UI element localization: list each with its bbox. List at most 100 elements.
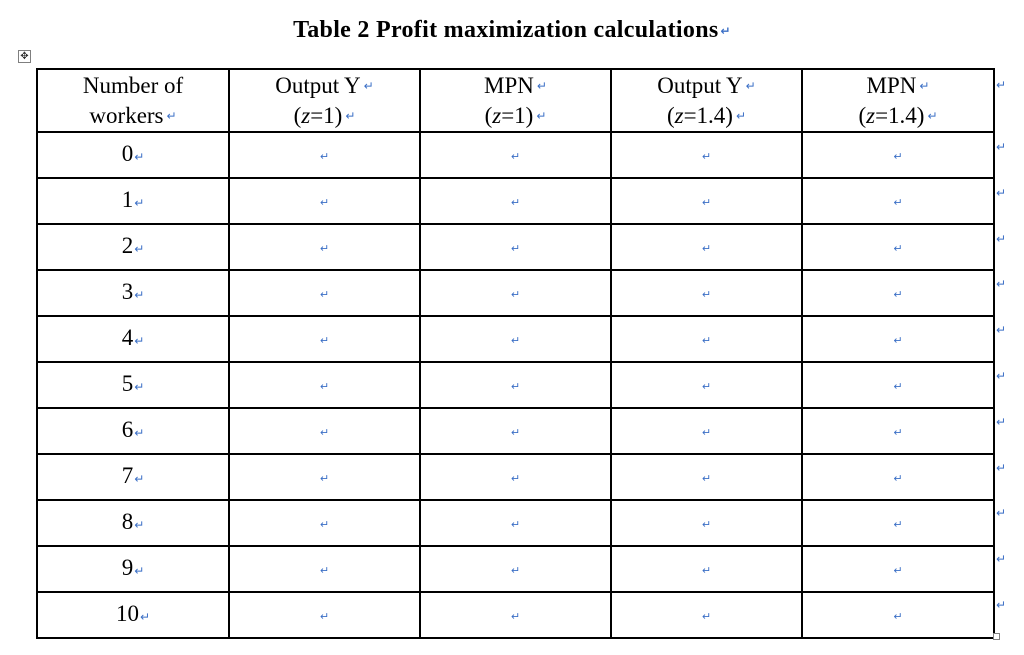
cell-mpn-z1-4[interactable]: ↵: [801, 269, 995, 317]
header-row: Number of workers ↵ Output Y ↵ (z=1) ↵ MPN ↵…: [36, 68, 995, 133]
cell-mpn-z1-4[interactable]: ↵: [801, 361, 995, 409]
paragraph-mark-icon: ↵: [735, 108, 747, 123]
row-end-mark-icon: ↵: [996, 140, 1007, 154]
cell-number-of-workers[interactable]: 6↵: [36, 407, 230, 455]
paragraph-mark-icon: ↵: [510, 472, 521, 485]
header-mpn-z1-4[interactable]: MPN ↵ (z=1.4) ↵: [801, 68, 995, 133]
cell-mpn-z1-4[interactable]: ↵: [801, 407, 995, 455]
table-resize-handle-icon[interactable]: [993, 633, 1000, 640]
cell-number-of-workers[interactable]: 1↵: [36, 177, 230, 225]
cell-output-z1[interactable]: ↵: [228, 269, 421, 317]
cell-output-z1[interactable]: ↵: [228, 315, 421, 363]
cell-mpn-z1-4[interactable]: ↵: [801, 131, 995, 179]
paragraph-mark-icon: ↵: [893, 380, 903, 393]
table-caption: Table 2 Profit maximization calculations…: [0, 17, 1024, 44]
table-move-handle-icon[interactable]: ✥: [18, 50, 31, 63]
cell-number-of-workers[interactable]: 3↵: [36, 269, 230, 317]
cell-mpn-z1[interactable]: ↵: [419, 453, 612, 501]
header-mpn-z1[interactable]: MPN ↵ (z=1) ↵: [419, 68, 612, 133]
cell-mpn-z1-4[interactable]: ↵: [801, 499, 995, 547]
cell-output-z1[interactable]: ↵: [228, 545, 421, 593]
header-output-z1[interactable]: Output Y ↵ (z=1) ↵: [228, 68, 421, 133]
paragraph-mark-icon: ↵: [319, 150, 330, 163]
row-end-mark-icon: ↵: [996, 506, 1007, 521]
cell-mpn-z1[interactable]: ↵: [419, 499, 612, 547]
cell-mpn-z1[interactable]: ↵: [419, 177, 612, 225]
paragraph-mark-icon: ↵: [345, 108, 356, 123]
cell-mpn-z1[interactable]: ↵: [419, 545, 612, 593]
paragraph-mark-icon: ↵: [319, 518, 330, 531]
cell-number-of-workers[interactable]: 5↵: [36, 361, 230, 409]
paragraph-mark-icon: ↵: [134, 333, 145, 348]
cell-output-z1[interactable]: ↵: [228, 591, 421, 639]
paragraph-mark-icon: ↵: [701, 426, 712, 439]
cell-mpn-z1-4[interactable]: ↵: [801, 453, 995, 501]
paragraph-mark-icon: ↵: [134, 149, 145, 164]
paragraph-mark-icon: ↵: [701, 610, 712, 623]
cell-output-z1-4[interactable]: ↵: [610, 361, 803, 409]
paragraph-mark-icon: ↵: [510, 610, 521, 623]
cell-mpn-z1-4[interactable]: ↵: [801, 591, 995, 639]
table-row: 0↵ ↵ ↵ ↵ ↵: [36, 131, 995, 179]
cell-output-z1[interactable]: ↵: [228, 361, 421, 409]
cell-output-z1-4[interactable]: ↵: [610, 591, 803, 639]
table-row: 10↵ ↵ ↵ ↵ ↵: [36, 591, 995, 639]
cell-mpn-z1-4[interactable]: ↵: [801, 545, 995, 593]
cell-number-of-workers[interactable]: 9↵: [36, 545, 230, 593]
header-number-of-workers[interactable]: Number of workers ↵: [36, 68, 230, 133]
cell-output-z1[interactable]: ↵: [228, 177, 421, 225]
cell-mpn-z1-4[interactable]: ↵: [801, 177, 995, 225]
cell-output-z1-4[interactable]: ↵: [610, 315, 803, 363]
paragraph-mark-icon: ↵: [893, 334, 903, 347]
cell-output-z1-4[interactable]: ↵: [610, 453, 803, 501]
cell-number-of-workers[interactable]: 8↵: [36, 499, 230, 547]
cell-output-z1[interactable]: ↵: [228, 223, 421, 271]
paragraph-mark-icon: ↵: [701, 196, 712, 209]
cell-output-z1[interactable]: ↵: [228, 499, 421, 547]
cell-number-of-workers[interactable]: 2↵: [36, 223, 230, 271]
header-output-z1-4[interactable]: Output Y ↵ (z=1.4) ↵: [610, 68, 803, 133]
paragraph-mark-icon: ↵: [319, 472, 330, 485]
cell-output-z1-4[interactable]: ↵: [610, 545, 803, 593]
paragraph-mark-icon: ↵: [134, 195, 145, 210]
paragraph-mark-icon: ↵: [139, 609, 151, 624]
cell-output-z1-4[interactable]: ↵: [610, 131, 803, 179]
paragraph-mark-icon: ↵: [893, 564, 903, 577]
paragraph-mark-icon: ↵: [510, 288, 521, 301]
cell-number-of-workers[interactable]: 7↵: [36, 453, 230, 501]
row-end-mark-icon: ↵: [996, 277, 1007, 292]
row-end-mark-icon: ↵: [996, 460, 1007, 475]
cell-mpn-z1-4[interactable]: ↵: [801, 223, 995, 271]
paragraph-mark-icon: ↵: [510, 380, 521, 393]
cell-mpn-z1[interactable]: ↵: [419, 591, 612, 639]
paragraph-mark-icon: ↵: [893, 518, 903, 531]
row-end-mark-icon: ↵: [996, 369, 1007, 383]
cell-output-z1-4[interactable]: ↵: [610, 177, 803, 225]
cell-mpn-z1[interactable]: ↵: [419, 131, 612, 179]
paragraph-mark-icon: ↵: [134, 379, 145, 394]
paragraph-mark-icon: ↵: [319, 242, 330, 255]
cell-mpn-z1[interactable]: ↵: [419, 269, 612, 317]
paragraph-mark-icon: ↵: [319, 610, 330, 623]
cell-mpn-z1[interactable]: ↵: [419, 361, 612, 409]
cell-output-z1[interactable]: ↵: [228, 131, 421, 179]
cell-output-z1[interactable]: ↵: [228, 453, 421, 501]
cell-number-of-workers[interactable]: 0↵: [36, 131, 230, 179]
paragraph-mark-icon: ↵: [510, 518, 521, 531]
paragraph-mark-icon: ↵: [166, 108, 177, 123]
cell-output-z1-4[interactable]: ↵: [610, 223, 803, 271]
cell-number-of-workers[interactable]: 10↵: [36, 591, 230, 639]
paragraph-mark-icon: ↵: [701, 288, 712, 301]
cell-output-z1-4[interactable]: ↵: [610, 407, 803, 455]
cell-output-z1-4[interactable]: ↵: [610, 269, 803, 317]
cell-mpn-z1[interactable]: ↵: [419, 407, 612, 455]
paragraph-mark-icon: ↵: [893, 196, 903, 209]
paragraph-mark-icon: ↵: [745, 78, 756, 93]
cell-output-z1-4[interactable]: ↵: [610, 499, 803, 547]
row-end-mark-icon: ↵: [996, 598, 1007, 612]
cell-mpn-z1[interactable]: ↵: [419, 223, 612, 271]
cell-output-z1[interactable]: ↵: [228, 407, 421, 455]
cell-number-of-workers[interactable]: 4↵: [36, 315, 230, 363]
cell-mpn-z1-4[interactable]: ↵: [801, 315, 995, 363]
cell-mpn-z1[interactable]: ↵: [419, 315, 612, 363]
